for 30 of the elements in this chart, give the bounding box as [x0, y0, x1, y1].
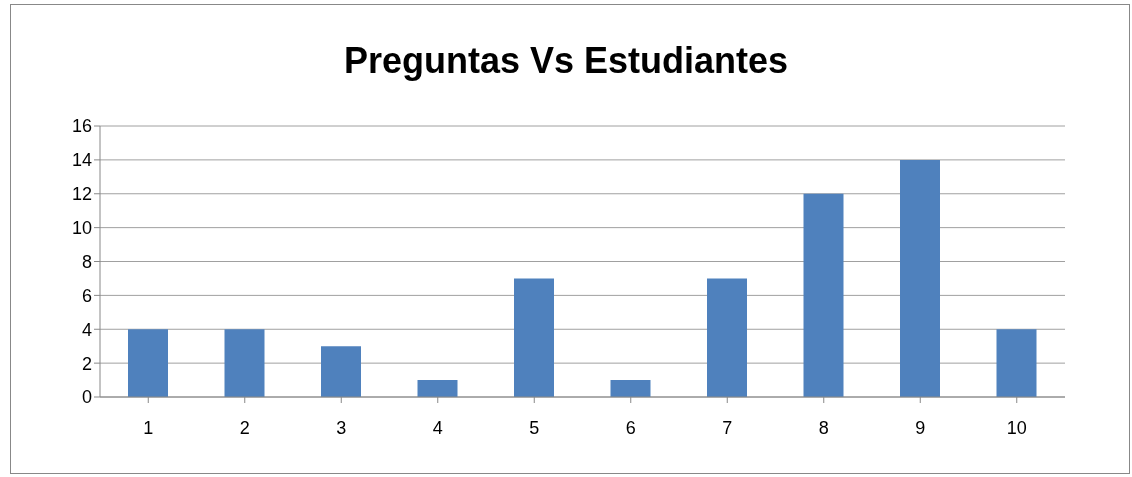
x-tick-label: 7: [722, 417, 733, 438]
bar: [128, 329, 168, 397]
bar: [610, 380, 651, 397]
y-tick-label: 0: [81, 387, 92, 408]
bar: [803, 193, 844, 397]
bar: [707, 278, 747, 397]
y-tick-label: 4: [81, 319, 92, 340]
y-tick-label: 14: [71, 150, 92, 171]
bar: [417, 380, 458, 397]
x-tick-label: 3: [336, 417, 347, 438]
x-tick-label: 6: [625, 417, 636, 438]
y-tick-label: 2: [81, 353, 92, 374]
x-tick-label: 8: [818, 417, 829, 438]
y-tick-label: 10: [71, 218, 92, 239]
y-tick-label: 8: [81, 251, 92, 272]
bar: [996, 329, 1037, 397]
bar: [514, 278, 554, 397]
x-tick-label: 9: [915, 417, 926, 438]
y-tick-label: 6: [81, 285, 92, 306]
y-tick-label: 12: [71, 184, 92, 205]
x-tick-label: 4: [432, 417, 443, 438]
chart-title: Preguntas Vs Estudiantes: [342, 40, 790, 82]
bar: [900, 159, 940, 397]
bar: [224, 329, 265, 397]
x-tick-label: 5: [529, 417, 540, 438]
x-tick-label: 1: [143, 417, 154, 438]
y-tick-label: 16: [71, 116, 92, 137]
x-tick-label: 10: [1006, 417, 1027, 438]
x-tick-label: 2: [239, 417, 250, 438]
bar: [321, 346, 361, 397]
